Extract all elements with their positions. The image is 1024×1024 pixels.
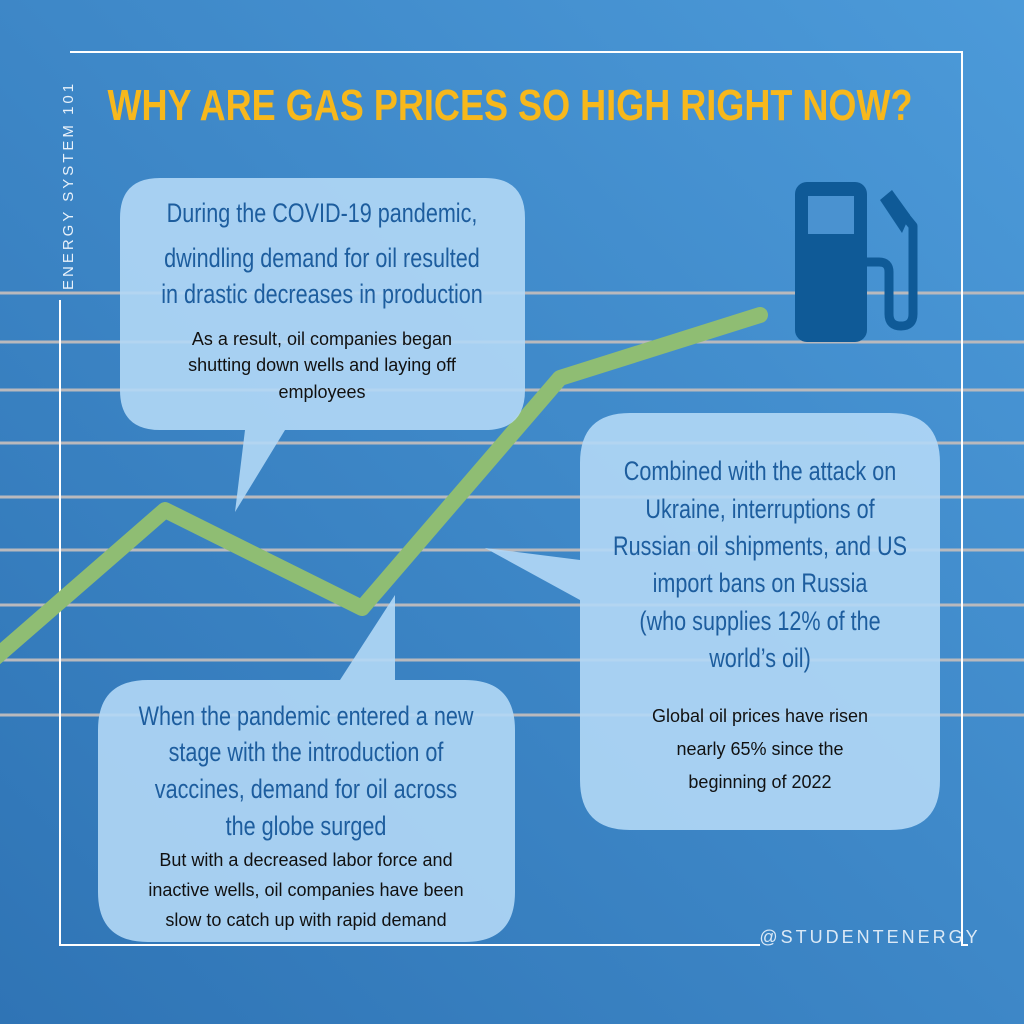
bubble-heading: When the pandemic entered a new stage wit… [139, 702, 474, 842]
heading-line: in drastic decreases in production [161, 280, 483, 310]
body-line: nearly 65% since the [676, 739, 843, 759]
heading-line: Combined with the attack on [624, 457, 896, 487]
heading-line: stage with the introduction of [169, 738, 444, 768]
bubble-heading: Combined with the attack on Ukraine, inte… [613, 457, 907, 674]
heading-line: dwindling demand for oil resulted [164, 244, 480, 274]
handle: @STUDENTENERGY [759, 927, 980, 947]
speech-bubbles [98, 178, 940, 942]
body-line: Global oil prices have risen [652, 706, 868, 726]
heading-line: When the pandemic entered a new [139, 702, 474, 732]
heading-line: Russian oil shipments, and US [613, 532, 907, 562]
body-line: inactive wells, oil companies have been [148, 880, 463, 900]
bubble-text: When the pandemic entered a new stage wit… [139, 702, 474, 930]
heading-line: During the COVID-19 pandemic, [167, 199, 478, 229]
body-line: But with a decreased labor force and [159, 850, 452, 870]
heading-line: Ukraine, interruptions of [645, 495, 874, 525]
heading-line: the globe surged [226, 812, 387, 842]
heading-line: vaccines, demand for oil across [155, 775, 457, 805]
body-line: As a result, oil companies began [192, 329, 452, 349]
bubble-heading: During the COVID-19 pandemic, dwindling d… [161, 199, 483, 310]
title: WHY ARE GAS PRICES SO HIGH RIGHT NOW? [108, 81, 913, 130]
body-line: beginning of 2022 [688, 772, 831, 792]
body-line: slow to catch up with rapid demand [165, 910, 446, 930]
heading-line: world’s oil) [708, 644, 810, 674]
body-line: employees [278, 382, 365, 402]
heading-line: import bans on Russia [653, 569, 868, 599]
frame [59, 51, 968, 946]
bubble-text: During the COVID-19 pandemic, dwindling d… [161, 199, 483, 402]
trend-line [0, 307, 768, 665]
bubble-text: Combined with the attack on Ukraine, inte… [613, 457, 907, 792]
side-label: ENERGY SYSTEM 101 [60, 81, 77, 290]
fuel-pump-icon [795, 182, 918, 342]
body-line: shutting down wells and laying off [188, 355, 457, 375]
heading-line: (who supplies 12% of the [639, 607, 880, 637]
